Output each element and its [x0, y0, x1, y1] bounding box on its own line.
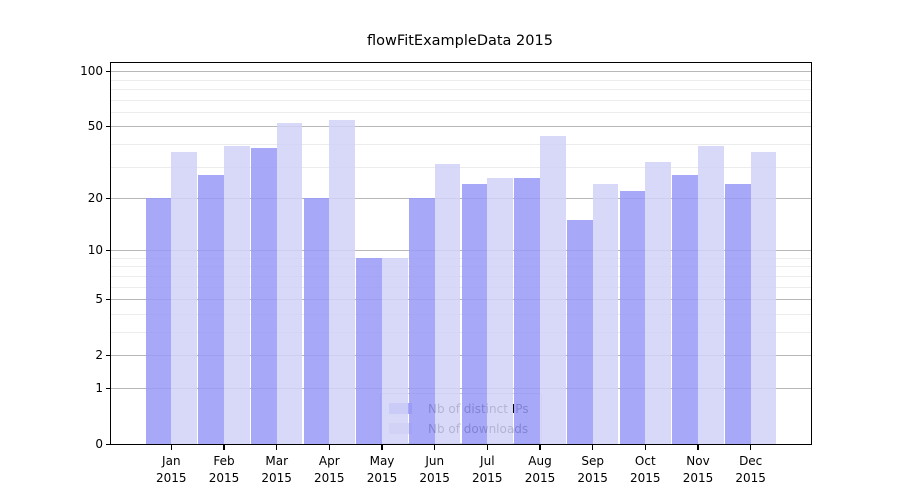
bar-jun-downloads	[434, 163, 461, 444]
y-tick-mark	[106, 444, 110, 446]
y-gridline-major	[111, 388, 811, 389]
bar-feb-downloads	[224, 145, 250, 444]
x-tick-mark	[434, 445, 436, 450]
bar-apr-distinct-ips	[303, 198, 330, 444]
bar-aug-downloads	[540, 136, 566, 444]
bar-jul-distinct-ips	[461, 183, 488, 444]
y-gridline-major	[111, 126, 811, 128]
x-tick-year: 2015	[472, 470, 503, 485]
y-gridline-major	[111, 355, 811, 357]
y-tick-mark	[106, 126, 110, 128]
bar-mar-downloads	[276, 123, 303, 444]
y-tick-mark	[106, 355, 110, 357]
x-tick-mark	[697, 445, 699, 450]
bar-jun-distinct-ips	[409, 198, 435, 444]
y-tick-mark	[106, 388, 110, 390]
y-gridline-major	[111, 71, 811, 73]
y-gridline-minor	[111, 276, 811, 277]
bar-dec-distinct-ips	[725, 183, 751, 444]
y-tick-label: 1	[95, 381, 103, 395]
y-gridline-minor	[111, 99, 811, 101]
bar-may-downloads	[382, 257, 408, 444]
x-tick-label: May 2015	[350, 453, 414, 486]
bar-oct-distinct-ips	[619, 190, 646, 444]
y-tick-label: 50	[87, 119, 103, 134]
x-tick-label: Nov 2015	[666, 453, 730, 486]
x-tick-mark	[276, 445, 278, 450]
chart-title: flowFitExampleData 2015	[367, 33, 553, 49]
y-tick-label: 0	[95, 437, 103, 451]
y-tick-label: 10	[87, 243, 103, 258]
x-tick-label: Jan 2015	[139, 453, 203, 486]
x-tick-year: 2015	[314, 470, 345, 485]
y-gridline-minor	[111, 266, 811, 268]
x-tick-label: Feb 2015	[192, 453, 256, 486]
bar-nov-downloads	[698, 145, 724, 444]
x-tick-mark	[223, 445, 225, 450]
y-gridline-minor	[111, 313, 811, 315]
x-tick-mark	[644, 445, 646, 450]
x-tick-label: Jul 2015	[455, 453, 519, 486]
bar-mar-distinct-ips	[251, 148, 277, 444]
x-tick-mark	[486, 445, 488, 450]
y-gridline-minor	[111, 286, 811, 288]
x-tick-year: 2015	[682, 470, 714, 485]
x-tick-mark	[381, 445, 383, 450]
y-gridline-major	[111, 250, 811, 252]
y-gridline-minor	[111, 332, 811, 333]
y-tick-label: 2	[95, 348, 103, 363]
y-tick-mark	[106, 198, 110, 200]
y-gridline-minor	[111, 257, 811, 259]
bar-sep-downloads	[592, 183, 619, 444]
x-tick-label: Mar 2015	[245, 453, 309, 486]
bar-feb-distinct-ips	[198, 174, 224, 444]
x-tick-year: 2015	[156, 470, 187, 485]
plot-area: Nb of distinct IPs Nb of downloads 01251…	[80, 62, 812, 485]
bar-dec-downloads	[750, 152, 777, 444]
x-tick-year: 2015	[524, 470, 556, 485]
y-tick-mark	[106, 250, 110, 252]
y-tick-label: 100	[80, 64, 103, 79]
y-gridline-minor	[111, 111, 811, 113]
y-tick-label: 5	[95, 292, 103, 307]
y-gridline-major	[111, 299, 811, 301]
x-tick-label: Apr 2015	[297, 453, 361, 486]
x-tick-year: 2015	[577, 470, 608, 485]
x-tick-label: Jun 2015	[403, 453, 467, 486]
x-tick-label: Aug 2015	[508, 453, 572, 486]
x-tick-label: Oct 2015	[613, 453, 677, 486]
x-tick-year: 2015	[735, 470, 766, 485]
y-tick-mark	[106, 299, 110, 301]
x-tick-mark	[592, 445, 594, 450]
bar-apr-downloads	[329, 120, 355, 444]
x-tick-year: 2015	[630, 470, 661, 485]
bar-aug-distinct-ips	[514, 177, 540, 444]
bar-sep-distinct-ips	[567, 220, 593, 444]
y-gridline-minor	[111, 79, 811, 81]
bar-nov-distinct-ips	[672, 174, 698, 444]
x-tick-year: 2015	[419, 470, 450, 485]
x-tick-mark	[328, 445, 330, 450]
y-tick-label: 20	[87, 191, 103, 205]
bar-jan-downloads	[171, 152, 197, 444]
bar-jan-distinct-ips	[145, 198, 172, 444]
x-tick-label: Sep 2015	[561, 453, 625, 486]
x-tick-mark	[750, 445, 752, 450]
y-gridline-major	[111, 198, 811, 199]
bar-may-distinct-ips	[356, 257, 382, 444]
x-tick-label: Dec 2015	[719, 453, 783, 486]
x-tick-mark	[170, 445, 172, 450]
bar-oct-downloads	[645, 161, 671, 444]
y-gridline-minor	[111, 143, 811, 145]
y-gridline-minor	[111, 166, 811, 168]
bar-jul-downloads	[487, 177, 513, 444]
y-tick-mark	[106, 71, 110, 73]
x-tick-year: 2015	[261, 470, 292, 485]
x-tick-year: 2015	[366, 470, 398, 485]
x-tick-year: 2015	[208, 470, 240, 485]
y-gridline-minor	[111, 88, 811, 90]
x-tick-mark	[539, 445, 541, 450]
